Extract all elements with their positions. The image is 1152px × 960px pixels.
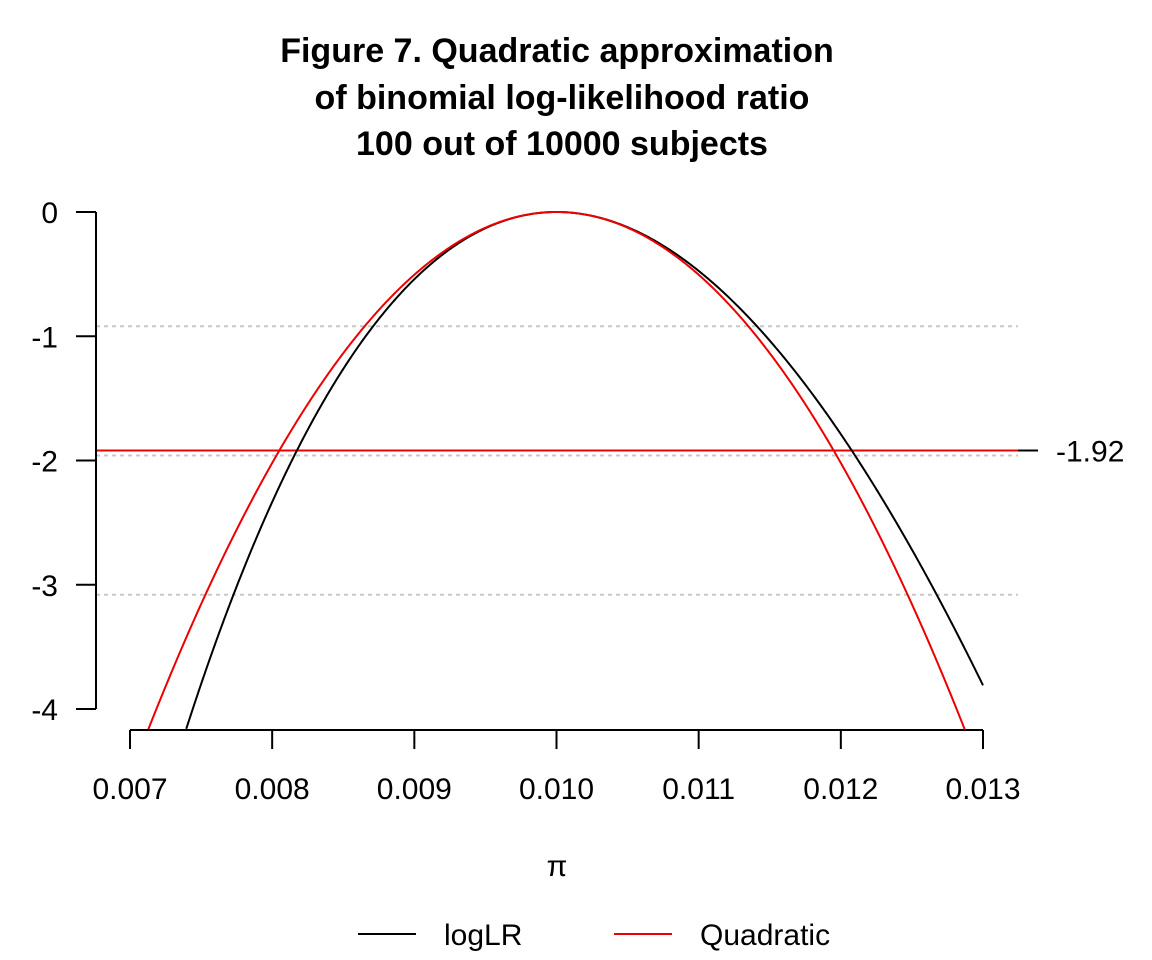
grid-lines bbox=[96, 325, 1018, 596]
x-tick-label: 0.007 bbox=[92, 773, 167, 806]
series bbox=[147, 210, 984, 730]
x-tick-label: 0.008 bbox=[235, 773, 310, 806]
legend-label-loglr: logLR bbox=[444, 919, 522, 952]
x-tick-label: 0.013 bbox=[945, 773, 1020, 806]
x-tick-label: 0.009 bbox=[377, 773, 452, 806]
title-line-1: Figure 7. Quadratic approximation bbox=[280, 32, 834, 70]
y-axis: 0 -1 -2 -3 -4 bbox=[31, 197, 97, 727]
x-tick-label: 0.011 bbox=[662, 773, 735, 806]
y-tick-label: -2 bbox=[31, 446, 58, 479]
x-axis: 0.007 0.008 0.009 0.010 0.011 0.012 0.013 π bbox=[92, 729, 1021, 883]
legend-label-quadratic: Quadratic bbox=[700, 919, 830, 952]
chart-title: Figure 7. Quadratic approximation of bin… bbox=[280, 32, 834, 163]
y-tick-label: -3 bbox=[31, 570, 58, 603]
legend: logLR Quadratic bbox=[358, 919, 830, 952]
x-tick-label: 0.012 bbox=[803, 773, 878, 806]
x-axis-label: π bbox=[547, 850, 568, 883]
reference-lines: -1.92 bbox=[96, 436, 1124, 469]
threshold-label: -1.92 bbox=[1056, 436, 1124, 469]
y-tick-label: 0 bbox=[41, 197, 58, 230]
x-tick-label: 0.010 bbox=[519, 773, 594, 806]
y-tick-label: -4 bbox=[31, 694, 58, 727]
title-line-3: 100 out of 10000 subjects bbox=[356, 125, 768, 163]
title-line-2: of binomial log-likelihood ratio bbox=[315, 79, 810, 117]
y-tick-label: -1 bbox=[31, 321, 58, 354]
series-line-quadratic bbox=[147, 210, 966, 730]
